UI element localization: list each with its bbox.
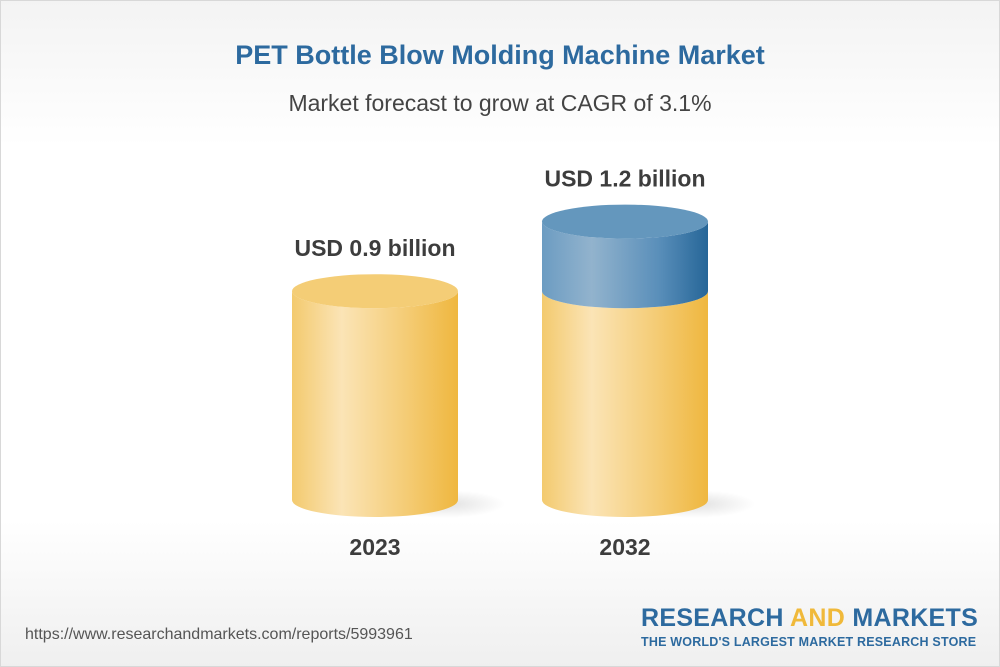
bar-2023 [292, 291, 458, 517]
logo-tagline: THE WORLD'S LARGEST MARKET RESEARCH STOR… [641, 635, 977, 649]
data-label: USD 0.9 billion [294, 235, 455, 261]
bar-growth-2032 [542, 221, 708, 309]
bar-top-2023 [292, 274, 458, 309]
research-and-markets-logo: RESEARCH AND MARKETS THE WORLD'S LARGEST… [641, 604, 978, 649]
category-label: 2023 [349, 534, 400, 560]
report-url[interactable]: https://www.researchandmarkets.com/repor… [25, 626, 413, 643]
chart-subtitle: Market forecast to grow at CAGR of 3.1% [288, 90, 712, 116]
bar-2032 [542, 291, 708, 517]
category-label: 2032 [599, 534, 650, 560]
chart-title: PET Bottle Blow Molding Machine Market [235, 40, 765, 70]
logo-text-and: AND [790, 604, 846, 632]
data-label: USD 1.2 billion [544, 166, 705, 192]
logo-text: RESEARCH [641, 604, 784, 632]
logo-text-markets: MARKETS [852, 604, 979, 632]
bar-top-2032 [542, 204, 708, 239]
